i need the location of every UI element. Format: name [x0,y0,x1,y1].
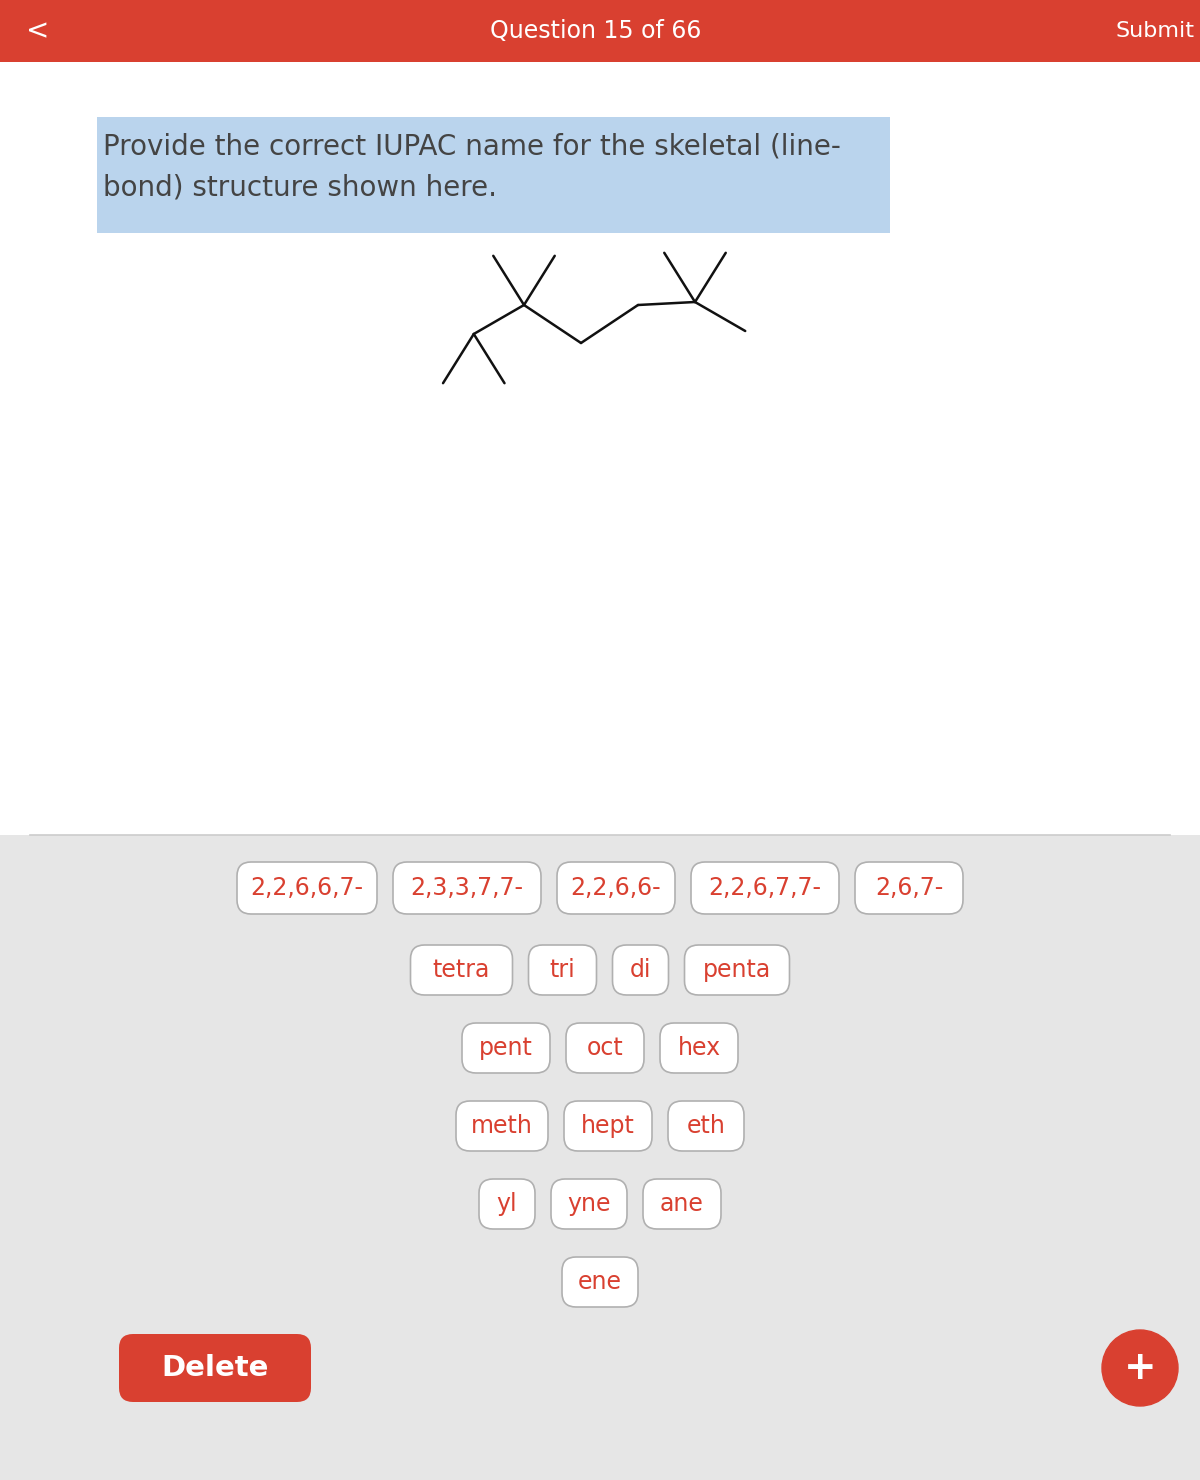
FancyBboxPatch shape [612,946,668,995]
FancyBboxPatch shape [854,861,964,915]
Text: Submit: Submit [1116,21,1194,41]
Text: Provide the correct IUPAC name for the skeletal (line-
bond) structure shown her: Provide the correct IUPAC name for the s… [103,133,841,201]
Bar [0,62,1200,835]
FancyBboxPatch shape [660,1023,738,1073]
Text: penta: penta [703,958,772,983]
Text: 2,3,3,7,7-: 2,3,3,7,7- [410,876,523,900]
Text: hex: hex [678,1036,720,1060]
FancyBboxPatch shape [566,1023,644,1073]
Text: di: di [630,958,652,983]
FancyBboxPatch shape [643,1180,721,1228]
Bar [0,0,1200,62]
Text: yl: yl [497,1191,517,1217]
Text: ane: ane [660,1191,704,1217]
FancyBboxPatch shape [557,861,674,915]
FancyBboxPatch shape [668,1101,744,1151]
Text: 2,2,6,6,7-: 2,2,6,6,7- [251,876,364,900]
FancyBboxPatch shape [119,1333,311,1402]
FancyBboxPatch shape [564,1101,652,1151]
Text: ene: ene [578,1270,622,1294]
Text: <: < [26,16,49,44]
FancyBboxPatch shape [410,946,512,995]
FancyBboxPatch shape [551,1180,628,1228]
Text: Question 15 of 66: Question 15 of 66 [491,19,702,43]
Text: Delete: Delete [161,1354,269,1382]
Text: eth: eth [686,1114,726,1138]
Text: 2,2,6,7,7-: 2,2,6,7,7- [708,876,822,900]
Text: hept: hept [581,1114,635,1138]
FancyBboxPatch shape [238,861,377,915]
Text: meth: meth [472,1114,533,1138]
FancyBboxPatch shape [394,861,541,915]
FancyBboxPatch shape [684,946,790,995]
Text: pent: pent [479,1036,533,1060]
Text: yne: yne [568,1191,611,1217]
Text: 2,6,7-: 2,6,7- [875,876,943,900]
FancyBboxPatch shape [479,1180,535,1228]
FancyBboxPatch shape [691,861,839,915]
Text: 2,2,6,6-: 2,2,6,6- [571,876,661,900]
Text: tri: tri [550,958,575,983]
FancyBboxPatch shape [456,1101,548,1151]
FancyBboxPatch shape [462,1023,550,1073]
FancyBboxPatch shape [562,1257,638,1307]
Text: tetra: tetra [433,958,490,983]
Text: +: + [1123,1348,1157,1387]
Text: oct: oct [587,1036,623,1060]
Bar [0,835,1200,1480]
Bar [97,117,890,232]
Circle shape [1102,1331,1178,1406]
FancyBboxPatch shape [528,946,596,995]
